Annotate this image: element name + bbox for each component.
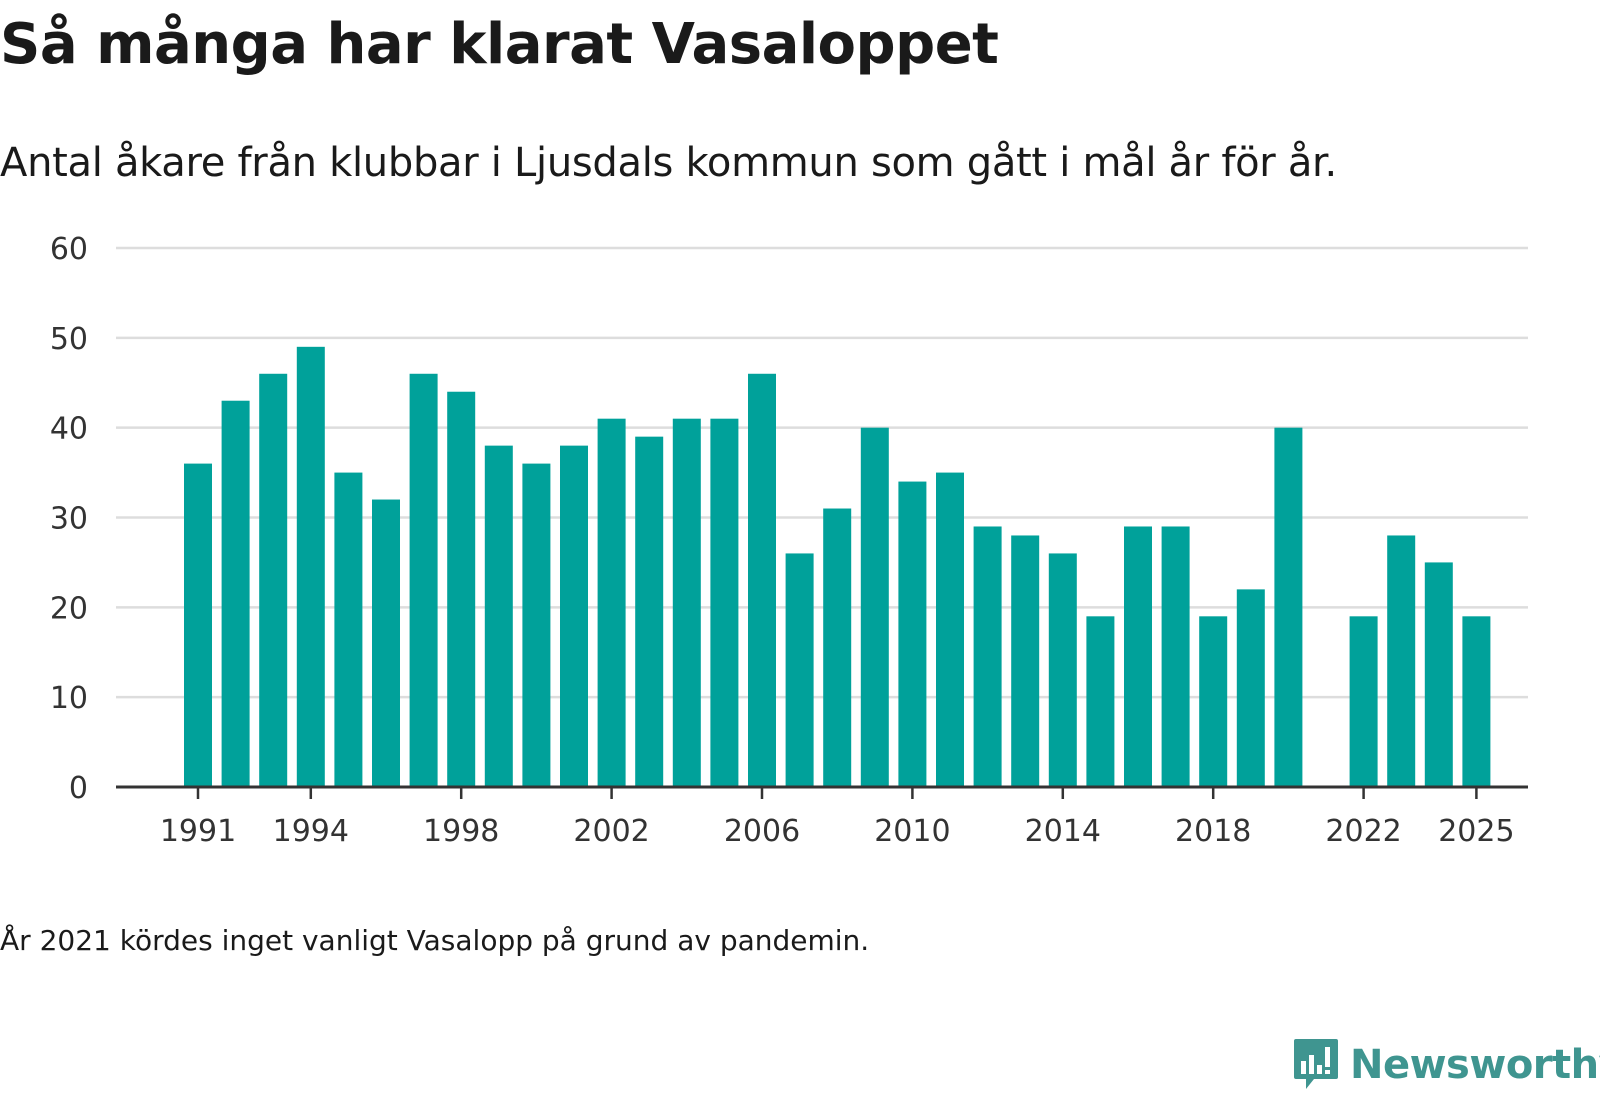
footnote: År 2021 kördes inget vanligt Vasalopp på… <box>0 924 870 957</box>
bar-2024 <box>1424 562 1453 787</box>
bar-2025 <box>1462 616 1491 787</box>
x-tick-label: 1994 <box>273 814 349 849</box>
bar-1999 <box>484 445 513 787</box>
bar-2001 <box>560 445 588 787</box>
bar-1991 <box>184 463 212 787</box>
x-tick-label: 2014 <box>1025 814 1101 849</box>
bar-1997 <box>409 373 438 787</box>
chart-subtitle: Antal åkare från klubbar i Ljusdals komm… <box>0 140 1337 186</box>
x-tick-label: 2006 <box>724 814 800 849</box>
y-tick-label: 40 <box>50 412 88 447</box>
bar-2002 <box>597 418 626 787</box>
y-tick-label: 10 <box>50 681 88 716</box>
bar-2009 <box>860 427 889 787</box>
bar-2016 <box>1124 526 1152 787</box>
y-axis-labels: 0 10 20 30 40 50 60 <box>50 232 88 806</box>
bar-2022 <box>1349 616 1378 787</box>
y-tick-label: 30 <box>50 502 88 537</box>
x-tick-label: 1991 <box>160 814 236 849</box>
bars <box>184 346 1491 787</box>
bar-1996 <box>372 499 400 787</box>
y-tick-label: 50 <box>50 322 88 357</box>
bar-2019 <box>1236 589 1265 787</box>
bar-1993 <box>259 373 288 787</box>
x-tick-label: 2002 <box>573 814 649 849</box>
bar-1994 <box>296 346 325 787</box>
bar-2011 <box>936 472 964 787</box>
bar-1998 <box>447 391 476 787</box>
bar-2012 <box>973 526 1002 787</box>
bar-2007 <box>785 553 814 787</box>
newsworthy-logo[interactable]: Newsworthy <box>1292 1037 1600 1093</box>
bar-2017 <box>1161 526 1190 787</box>
x-tick-label: 2010 <box>874 814 950 849</box>
bar-2008 <box>823 508 852 787</box>
brand-name: Newsworthy <box>1350 1042 1600 1088</box>
bar-2020 <box>1274 427 1303 787</box>
y-tick-label: 60 <box>50 232 88 267</box>
bar-2004 <box>672 418 701 787</box>
bar-2000 <box>522 463 551 787</box>
x-tick-label: 1998 <box>423 814 499 849</box>
bar-2010 <box>898 481 927 787</box>
bar-chart: 0 10 20 30 40 50 60 1991 1994 1998 2002 2006 2010 20… <box>50 232 1528 849</box>
chart-title: Så många har klarat Vasaloppet <box>0 12 999 77</box>
y-tick-label: 0 <box>69 771 88 806</box>
x-tick-label: 2022 <box>1325 814 1401 849</box>
x-tick-label: 2018 <box>1175 814 1251 849</box>
x-axis-labels: 1991 1994 1998 2002 2006 2010 2014 2018 2022 2025 <box>160 814 1515 849</box>
bar-2018 <box>1199 616 1228 787</box>
bar-2005 <box>710 418 739 787</box>
bar-2006 <box>748 373 776 787</box>
bar-1992 <box>221 400 250 787</box>
gridlines <box>116 246 1528 699</box>
x-tick-label: 2025 <box>1438 814 1514 849</box>
bar-2015 <box>1086 616 1115 787</box>
bar-1995 <box>334 472 363 787</box>
bar-2013 <box>1011 535 1040 787</box>
x-axis <box>116 785 1528 799</box>
bar-2003 <box>635 436 664 787</box>
bar-2014 <box>1048 553 1077 787</box>
newsworthy-icon <box>1294 1039 1338 1089</box>
y-tick-label: 20 <box>50 591 88 626</box>
bar-2023 <box>1387 535 1416 787</box>
